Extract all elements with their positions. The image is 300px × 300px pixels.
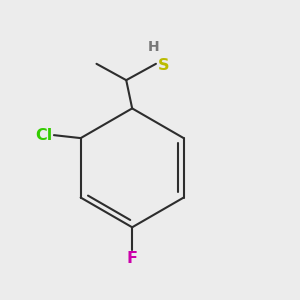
Text: F: F: [127, 251, 138, 266]
Text: H: H: [148, 40, 159, 55]
Text: S: S: [158, 58, 169, 73]
Text: Cl: Cl: [35, 128, 52, 142]
